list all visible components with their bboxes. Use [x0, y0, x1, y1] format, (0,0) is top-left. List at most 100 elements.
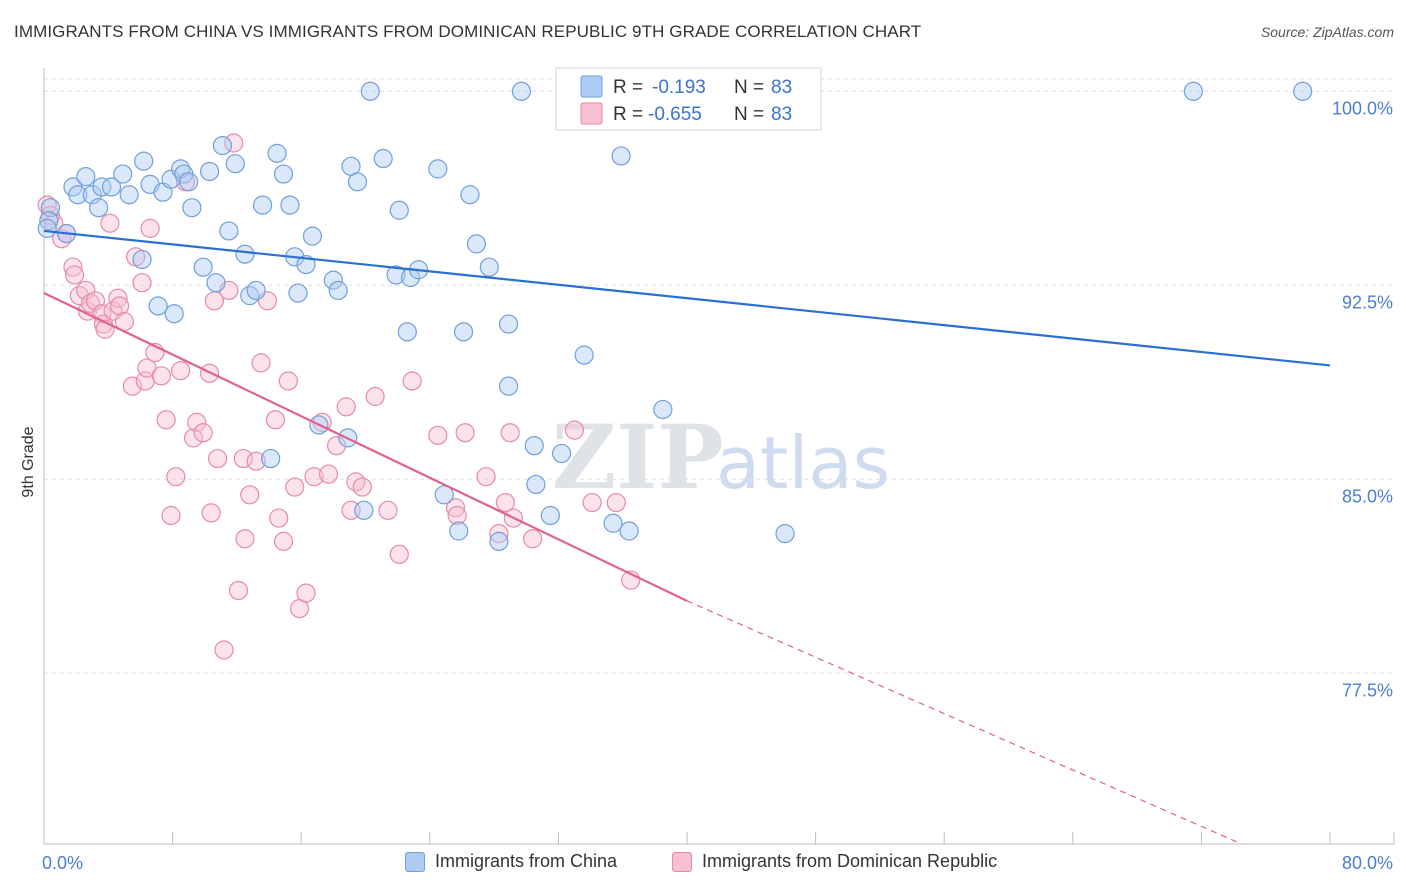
dominican-point: [269, 508, 289, 528]
china-point: [273, 164, 294, 184]
legend-item-china-label: Immigrants from China: [435, 851, 618, 871]
dominican-point: [273, 531, 294, 551]
dominican-point: [326, 436, 347, 456]
dominican-point: [304, 467, 324, 487]
china-point: [212, 136, 233, 156]
china-point: [526, 474, 546, 495]
china-trend-line: [43, 229, 1331, 367]
dominican-point: [201, 503, 221, 523]
dominican-point: [402, 371, 422, 391]
china-point: [296, 254, 316, 275]
dominican-point: [564, 420, 585, 440]
dominican-point: [140, 218, 160, 238]
legend-china-r-value: -0.193: [652, 77, 706, 98]
dominican-point: [285, 477, 305, 497]
china-point: [360, 81, 380, 101]
dominican-point: [63, 257, 83, 277]
china-point: [498, 376, 519, 396]
china-point: [76, 167, 96, 187]
dominican-point: [365, 386, 385, 407]
legend-item-dominican[interactable]: Immigrants from Dominican Republic: [672, 851, 997, 872]
china-point: [453, 322, 474, 342]
dominican-point: [171, 361, 191, 381]
dominican-point: [109, 296, 130, 316]
chart-source: Source: ZipAtlas.com: [1260, 24, 1394, 40]
dominican-point: [455, 423, 475, 443]
legend-china-n-label: N =: [734, 77, 764, 98]
dominican-point: [489, 523, 509, 544]
china-point: [148, 296, 168, 316]
legend-dom-swatch: [580, 102, 603, 125]
legend-item-china[interactable]: Immigrants from China: [405, 851, 617, 872]
china-point: [328, 280, 348, 301]
china-point: [89, 198, 109, 218]
dominican-point: [151, 366, 171, 386]
china-point: [206, 273, 226, 293]
y-tick-label: 92.5%: [1342, 292, 1393, 312]
dominican-point: [582, 492, 602, 513]
china-point: [92, 177, 112, 197]
china-point: [373, 148, 393, 169]
dominican-point: [278, 371, 298, 391]
china-point: [37, 218, 57, 238]
china-point: [280, 195, 300, 215]
china-point: [449, 521, 469, 541]
china-point: [225, 154, 245, 174]
china-point: [619, 521, 639, 541]
dominican-point: [378, 500, 398, 520]
dominican-point: [240, 485, 260, 505]
dominican-point: [352, 477, 372, 497]
dominican-point: [500, 423, 520, 443]
chart-title: IMMIGRANTS FROM CHINA VS IMMIGRANTS FROM…: [14, 22, 922, 41]
china-point: [1183, 81, 1203, 101]
china-point: [428, 159, 448, 179]
dominican-point: [476, 467, 496, 487]
china-point: [574, 345, 594, 365]
dominican-point: [265, 410, 286, 430]
dominican-point: [108, 288, 128, 308]
china-point: [540, 505, 560, 526]
dominican-point: [132, 273, 152, 293]
dominican-point: [447, 505, 467, 526]
china-point: [511, 81, 532, 101]
legend-china-n-value: 83: [771, 77, 792, 98]
legend-stats: R = -0.193 N = 83 R = -0.655 N = 83: [555, 67, 822, 131]
x-tick-label-min: 0.0%: [42, 853, 83, 873]
watermark-zip: ZIP: [552, 405, 724, 509]
dominican-point: [193, 423, 213, 443]
dominican-point: [156, 410, 176, 430]
dominican-point: [495, 492, 515, 513]
china-point: [132, 249, 152, 270]
dominican-point: [122, 376, 143, 396]
china-point: [246, 280, 266, 301]
dominican-point: [224, 133, 244, 153]
dominican-point: [445, 498, 466, 518]
legend-dom-r-value: -0.655: [648, 104, 702, 125]
china-point: [134, 151, 154, 171]
series-dominican-points: [37, 133, 641, 660]
dominican-point: [246, 451, 266, 471]
legend-series: Immigrants from China Immigrants from Do…: [0, 851, 1406, 879]
china-point: [164, 304, 184, 324]
china-point: [603, 513, 623, 533]
china-point: [267, 143, 287, 163]
china-point: [354, 500, 374, 520]
china-point: [775, 523, 795, 544]
dominican-point: [235, 529, 255, 549]
dominican-point: [346, 472, 366, 492]
dominican-trend-line: [43, 292, 688, 602]
china-point: [253, 195, 273, 215]
dominican-point: [389, 544, 409, 564]
china-point: [552, 443, 572, 464]
dominican-point: [296, 583, 316, 603]
china-point: [261, 448, 281, 469]
china-point: [288, 283, 308, 303]
china-point: [498, 314, 519, 334]
china-point: [323, 270, 343, 290]
dominican-point: [208, 448, 228, 469]
china-point: [240, 286, 260, 306]
china-point: [460, 185, 480, 205]
china-point: [119, 185, 139, 205]
china-point: [219, 221, 239, 241]
